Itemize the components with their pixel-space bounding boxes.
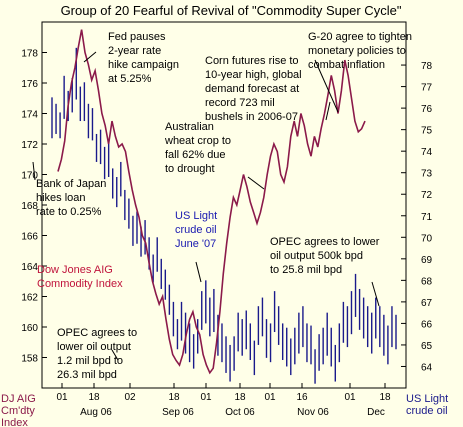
left-tick-label: 168 xyxy=(21,201,38,212)
annotation-text: Fed pauses xyxy=(108,31,166,43)
right-tick-label: 77 xyxy=(421,83,433,94)
annotation-text: monetary policies to xyxy=(308,45,406,57)
annotation-text: Australian xyxy=(165,121,214,133)
x-tick-label: 01 xyxy=(200,392,212,403)
leader-line xyxy=(314,59,339,113)
right-tick-label: 75 xyxy=(421,126,433,137)
leader-line xyxy=(325,101,331,121)
annotation-text: 2-year rate xyxy=(108,45,161,57)
right-tick-label: 64 xyxy=(421,362,433,373)
oil-series-label: June '07 xyxy=(175,238,216,250)
left-tick-label: 166 xyxy=(21,232,38,243)
oil-series xyxy=(51,47,397,384)
right-tick-label: 68 xyxy=(421,276,433,287)
left-axis-label: Index xyxy=(1,417,28,427)
annotation-text: oil output 500k bpd xyxy=(270,250,363,262)
left-axis-label: Cm'dty xyxy=(1,405,35,417)
month-label: Dec xyxy=(367,407,385,418)
annotation-text: OPEC agrees to lower xyxy=(270,236,380,248)
chart-title: Group of 20 Fearful of Revival of "Commo… xyxy=(61,3,402,18)
right-tick-label: 78 xyxy=(421,61,433,72)
index-series xyxy=(57,29,366,375)
index-line xyxy=(57,29,366,375)
right-axis-label: US Light xyxy=(406,393,448,405)
annotation-text: fall 62% due xyxy=(165,149,226,161)
month-label: Sep 06 xyxy=(162,407,194,418)
annotation-text: 26.3 mil bpd xyxy=(57,369,117,381)
left-tick-label: 164 xyxy=(21,262,38,273)
x-axis: 01 18 02 18 01 18 01 16 01 18 Aug 06 Sep 06 Oct 06 No… xyxy=(56,383,391,418)
left-tick-label: 170 xyxy=(21,171,38,182)
left-axis-label: DJ AIG xyxy=(1,393,36,405)
leader-line xyxy=(247,176,265,190)
annotation-text: to drought xyxy=(165,163,215,175)
left-tick-label: 162 xyxy=(21,293,38,304)
index-series-label: Commodity Index xyxy=(37,278,123,290)
annotation-text: G-20 agree to tighten xyxy=(308,31,412,43)
left-tick-label: 176 xyxy=(21,79,38,90)
x-tick-label: 02 xyxy=(124,392,136,403)
leader-line xyxy=(371,281,380,307)
left-tick-label: 178 xyxy=(21,49,38,60)
x-tick-label: 01 xyxy=(344,392,356,403)
left-tick-label: 172 xyxy=(21,140,38,151)
annotation-text: demand forecast at xyxy=(205,83,299,95)
right-axis-label: crude oil xyxy=(406,405,448,417)
annotation-text: Bank of Japan xyxy=(36,178,106,190)
right-tick-label: 67 xyxy=(421,298,433,309)
right-tick-label: 73 xyxy=(421,169,433,180)
left-tick-label: 160 xyxy=(21,323,38,334)
annotation-text: Corn futures rise to xyxy=(205,55,299,67)
leader-line xyxy=(32,161,36,181)
right-tick-label: 65 xyxy=(421,341,433,352)
annotation-text: 10-year high, global xyxy=(205,69,302,81)
annotation-text: at 5.25% xyxy=(108,73,152,85)
index-series-label: Dow Jones AIG xyxy=(37,264,113,276)
right-tick-label: 76 xyxy=(421,104,433,115)
annotation-text: combat inflation xyxy=(308,59,385,71)
x-tick-label: 18 xyxy=(234,392,246,403)
right-tick-label: 70 xyxy=(421,233,433,244)
annotation-text: 1.2 mil bpd to xyxy=(57,355,123,367)
oil-series-label: crude oil xyxy=(175,224,217,236)
x-tick-label: 18 xyxy=(168,392,180,403)
leader-line xyxy=(111,349,119,361)
x-tick-label: 18 xyxy=(88,392,100,403)
left-tick-label: 158 xyxy=(21,354,38,365)
annotation-text: hike campaign xyxy=(108,59,179,71)
annotation-text: hikes loan xyxy=(36,192,86,204)
annotation-text: lower oil output xyxy=(57,341,131,353)
left-tick-label: 174 xyxy=(21,110,38,121)
annotation-text: wheat crop to xyxy=(164,135,231,147)
month-label: Oct 06 xyxy=(225,407,255,418)
annotation-text: record 723 mil xyxy=(205,97,275,109)
oil-series-label: US Light xyxy=(175,210,217,222)
annotation-text: bushels in 2006-07 xyxy=(205,111,298,123)
annotation-text: to 25.8 mil bpd xyxy=(270,264,342,276)
right-tick-label: 74 xyxy=(421,147,433,158)
x-tick-label: 16 xyxy=(296,392,308,403)
x-tick-label: 01 xyxy=(264,392,276,403)
x-tick-label: 18 xyxy=(379,392,391,403)
leader-line xyxy=(83,51,97,63)
right-tick-label: 69 xyxy=(421,255,433,266)
x-tick-label: 01 xyxy=(56,392,68,403)
right-tick-label: 72 xyxy=(421,190,433,201)
leader-line xyxy=(195,261,202,283)
annotation-text: OPEC agrees to xyxy=(57,327,137,339)
right-tick-label: 66 xyxy=(421,319,433,330)
annotation-text: rate to 0.25% xyxy=(36,206,102,218)
month-label: Aug 06 xyxy=(80,407,112,418)
right-tick-label: 71 xyxy=(421,212,433,223)
left-axis: 158 160 162 164 166 168 170 172 174 176 178 xyxy=(21,49,47,365)
right-axis: 64 65 66 67 68 69 70 71 72 73 74 75 76 77 78 xyxy=(401,61,433,373)
month-label: Nov 06 xyxy=(297,407,329,418)
